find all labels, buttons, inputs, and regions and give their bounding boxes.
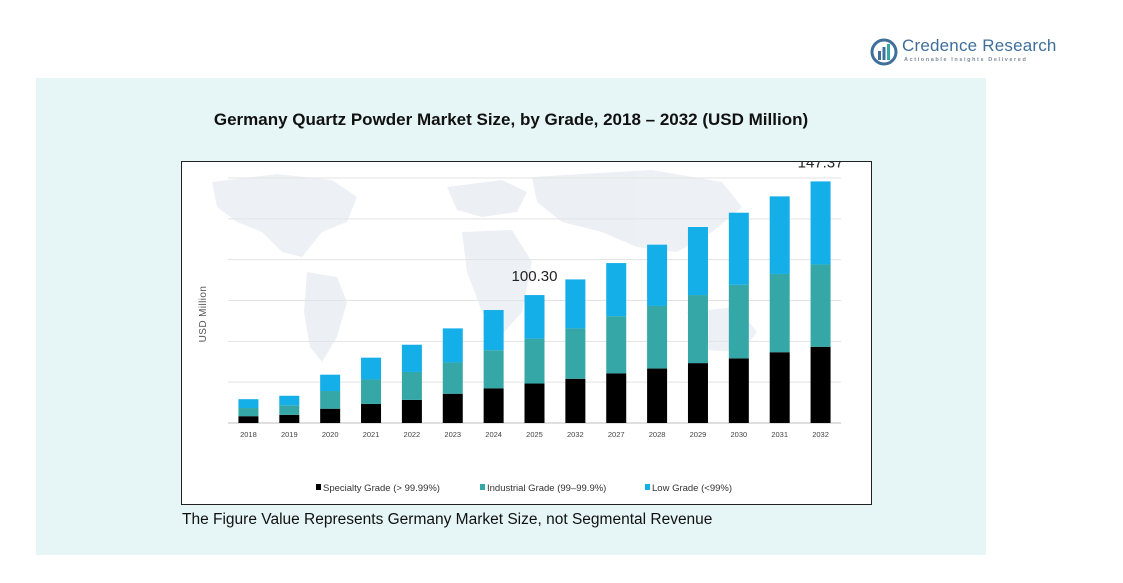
legend-label: Industrial Grade (99–99.9%) (487, 483, 606, 494)
chart-title: Germany Quartz Powder Market Size, by Gr… (213, 110, 809, 129)
bar-segment-specialty-2031 (769, 352, 790, 423)
x-tick-label: 2019 (281, 430, 298, 439)
brand-tagline: Actionable Insights Delivered (904, 57, 1028, 63)
stacked-bar-chart: 2018 2019 2020 2021 2022 2023 2024 2025 2032 2027… (198, 154, 844, 494)
chart-frame: 2018 2019 2020 2021 2022 2023 2024 2025 2032 2027… (181, 154, 872, 505)
bar-segment-low-2031 (769, 196, 790, 274)
data-label: 100.30 (512, 268, 558, 285)
bar-segment-low-2022 (401, 344, 422, 372)
x-tick-label: 2032 (812, 430, 829, 439)
bar-segment-low-2021 (361, 357, 382, 380)
bar-segment-low-2023 (442, 328, 463, 363)
bar-segment-specialty-2032 (565, 378, 586, 423)
x-tick-label: 2024 (485, 430, 502, 439)
bar-segment-low-2032 (565, 279, 586, 329)
bar-segment-low-2027 (606, 263, 627, 317)
bar-segment-specialty-2029 (687, 363, 708, 423)
bar-segment-specialty-2022 (401, 399, 422, 423)
bar-segment-industrial-2021 (361, 379, 382, 404)
bar-segment-low-2019 (279, 395, 300, 406)
bar-segment-specialty-2030 (728, 358, 749, 423)
legend-label: Low Grade (<99%) (652, 483, 732, 494)
bar-segment-specialty-2027 (606, 373, 627, 423)
x-axis-tick-labels: 2018 2019 2020 2021 2022 2023 2024 2025 2032 2027… (240, 430, 829, 439)
bar-segment-industrial-2032 (565, 328, 586, 379)
x-tick-label: 2021 (363, 430, 380, 439)
bar-segment-specialty-2018 (238, 416, 259, 423)
bar-segment-low-2020 (320, 374, 341, 392)
legend: Specialty Grade (> 99.99%) Industrial Gra… (316, 483, 732, 494)
credence-logo-icon (870, 38, 898, 66)
bar-segment-industrial-2031 (769, 273, 790, 353)
x-tick-label: 2025 (526, 430, 543, 439)
bar-segment-industrial-2030 (728, 284, 749, 359)
legend-swatch (316, 484, 321, 490)
bar-segment-industrial-2020 (320, 391, 341, 409)
legend-swatch (480, 484, 485, 490)
bar-segment-industrial-2023 (442, 362, 463, 394)
bar-segment-industrial-2028 (647, 305, 668, 369)
bar-marks (238, 181, 831, 423)
bar-segment-specialty-2021 (361, 403, 382, 423)
bar-segment-industrial-2022 (401, 371, 422, 400)
x-tick-label: 2028 (649, 430, 666, 439)
chart-panel: Germany Quartz Powder Market Size, by Gr… (36, 78, 986, 555)
legend-swatch (645, 484, 650, 490)
x-tick-label: 2032 (567, 430, 584, 439)
bar-segment-industrial-2029 (687, 295, 708, 364)
bar-segment-low-2032 (810, 181, 831, 265)
x-tick-label: 2018 (240, 430, 257, 439)
bar-segment-low-2018 (238, 399, 259, 409)
bar-segment-industrial-2032 (810, 264, 831, 347)
footnote: The Figure Value Represents Germany Mark… (182, 511, 713, 528)
bar-segment-industrial-2024 (483, 350, 504, 389)
x-tick-label: 2027 (608, 430, 625, 439)
bar-segment-specialty-2028 (647, 368, 668, 423)
bar-segment-low-2024 (483, 310, 504, 351)
x-tick-label: 2022 (404, 430, 421, 439)
bar-segment-specialty-2024 (483, 388, 504, 423)
bar-segment-industrial-2018 (238, 408, 259, 417)
bar-segment-industrial-2027 (606, 316, 627, 374)
bar-segment-specialty-2019 (279, 414, 300, 423)
x-tick-label: 2030 (730, 430, 747, 439)
x-tick-label: 2020 (322, 430, 339, 439)
bar-segment-specialty-2020 (320, 408, 341, 423)
bar-segment-industrial-2019 (279, 405, 300, 415)
bar-segment-low-2030 (728, 212, 749, 285)
bar-segment-specialty-2023 (442, 393, 463, 423)
x-tick-label: 2023 (444, 430, 461, 439)
data-label: 147.37 (798, 162, 844, 171)
legend-label: Specialty Grade (> 99.99%) (323, 483, 440, 494)
bar-segment-low-2028 (647, 244, 668, 306)
bar-segment-low-2029 (687, 227, 708, 296)
y-axis-label: USD Million (198, 286, 209, 343)
brand-name: Credence Research (902, 36, 1057, 55)
x-tick-label: 2029 (690, 430, 707, 439)
bar-segment-industrial-2025 (524, 338, 545, 384)
x-tick-label: 2031 (771, 430, 788, 439)
bar-segment-specialty-2025 (524, 383, 545, 423)
brand-logo: Credence Research Actionable Insights De… (870, 36, 1070, 70)
bar-segment-low-2025 (524, 295, 545, 339)
bar-segment-specialty-2032 (810, 346, 831, 423)
